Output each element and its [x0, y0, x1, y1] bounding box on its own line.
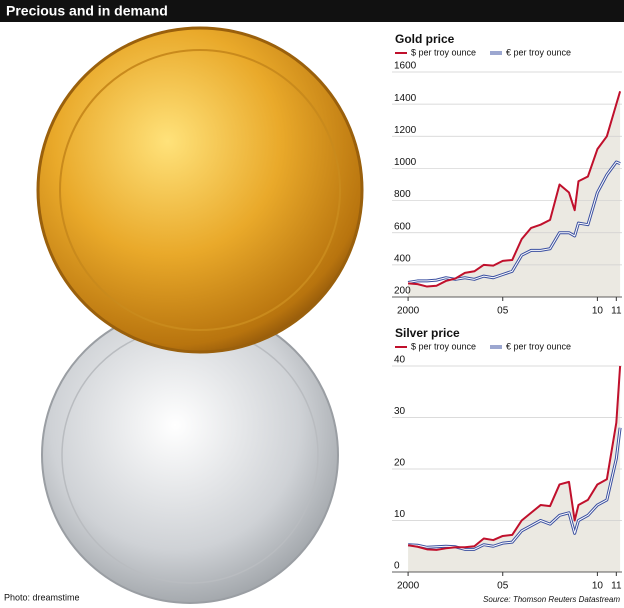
- x-tick-label: 2000: [397, 306, 420, 317]
- x-tick-label: 2000: [397, 581, 420, 592]
- line: [407, 365, 622, 551]
- x-tick-label: 11: [611, 306, 622, 317]
- x-tick-label: 10: [592, 581, 604, 592]
- y-tick-label: 0: [394, 561, 400, 572]
- line: [408, 91, 622, 288]
- y-tick-label: 600: [394, 221, 411, 232]
- legend-label: € per troy ounce: [506, 341, 571, 351]
- y-tick-label: 40: [394, 355, 406, 366]
- x-tick-label: 10: [592, 306, 604, 317]
- source: Source: Thomson Reuters Datastream: [483, 595, 620, 604]
- chart-title: Gold price: [395, 32, 455, 46]
- area-shade: [408, 91, 621, 298]
- y-tick-label: 1600: [394, 61, 417, 72]
- legend-label: € per troy ounce: [506, 47, 571, 57]
- line-highlight: [408, 161, 621, 284]
- y-tick-label: 1200: [394, 125, 417, 136]
- x-tick-label: 11: [611, 581, 622, 592]
- gold-coin: [36, 26, 364, 354]
- chart-title: Silver price: [395, 326, 460, 340]
- y-tick-label: 200: [394, 286, 411, 297]
- line-highlight: [408, 427, 621, 550]
- y-tick-label: 10: [394, 509, 406, 520]
- photo-credit: Photo: dreamstime: [4, 592, 80, 602]
- legend-label: $ per troy ounce: [411, 47, 476, 57]
- x-tick-label: 05: [497, 581, 509, 592]
- title-bar: [0, 0, 624, 22]
- y-tick-label: 20: [394, 458, 406, 469]
- y-tick-label: 1400: [394, 93, 417, 104]
- page-title: Precious and in demand: [6, 3, 168, 19]
- y-tick-label: 400: [394, 253, 411, 264]
- y-tick-label: 800: [394, 189, 411, 200]
- x-tick-label: 05: [497, 306, 509, 317]
- gold-coin-rim: [59, 49, 341, 331]
- legend-label: $ per troy ounce: [411, 341, 476, 351]
- y-tick-label: 30: [394, 406, 406, 417]
- y-tick-label: 1000: [394, 157, 417, 168]
